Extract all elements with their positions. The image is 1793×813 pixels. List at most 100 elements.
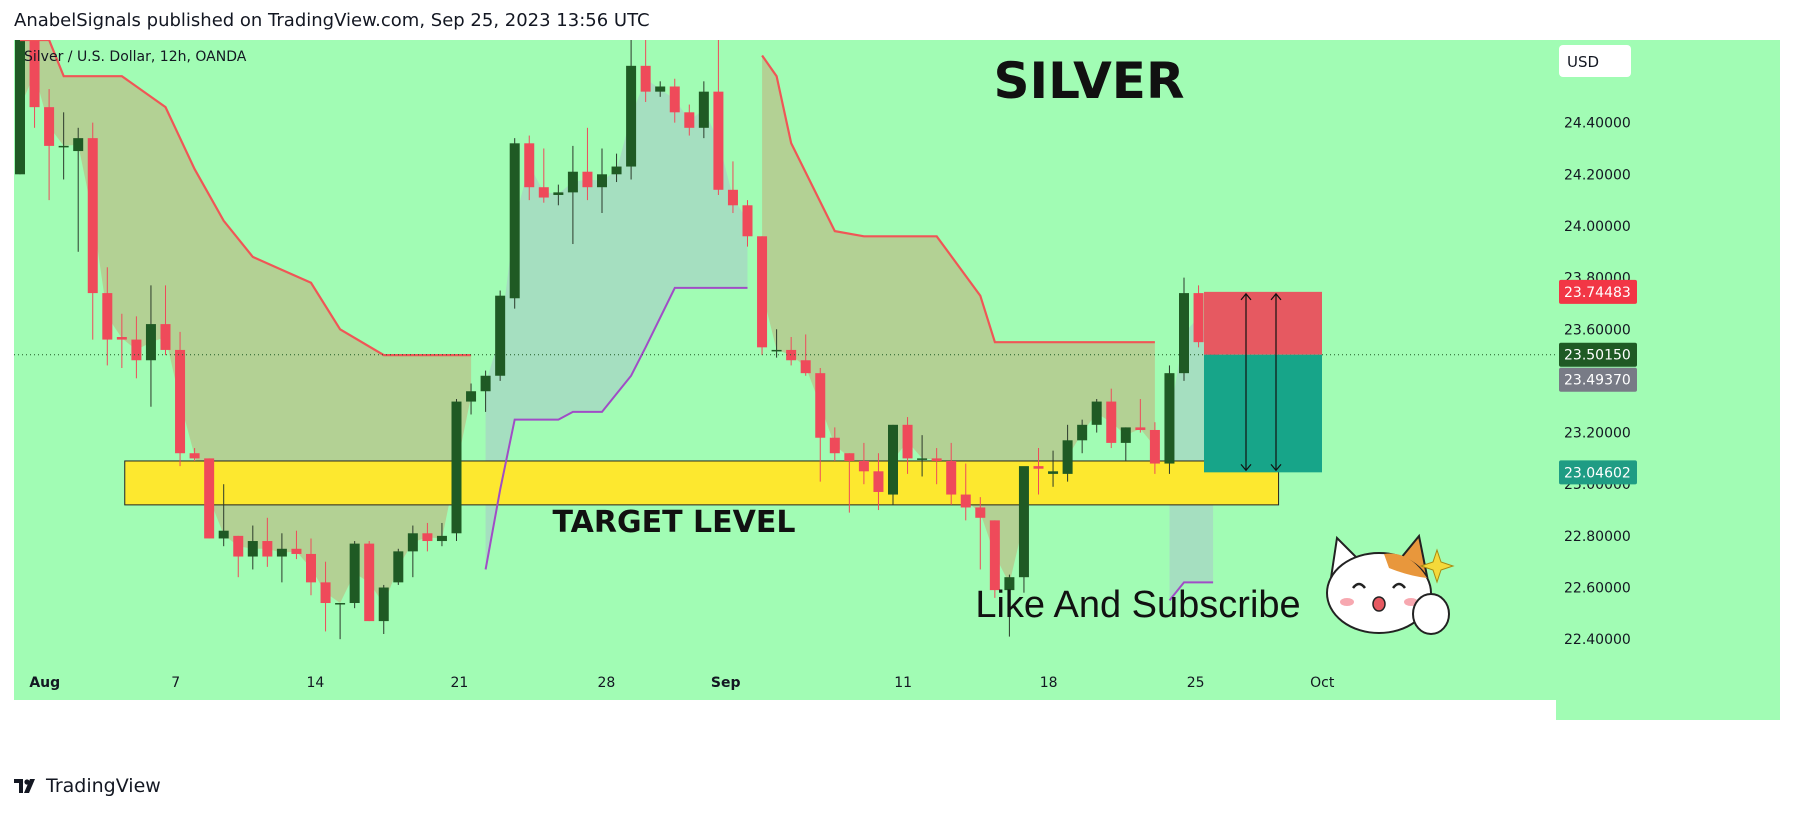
currency-button[interactable]: USD	[1559, 45, 1631, 77]
stop-zone	[1204, 291, 1322, 355]
candle-body	[902, 424, 913, 459]
price-tick-label: 23.20000	[1564, 426, 1631, 442]
last-price-tag: 23.50150	[1559, 342, 1637, 367]
candle	[989, 520, 1000, 598]
candle	[757, 236, 768, 356]
candle	[480, 370, 491, 412]
candle	[742, 200, 753, 247]
candle	[495, 290, 506, 381]
time-tick-label: Oct	[1310, 675, 1335, 691]
price-chart[interactable]: Silver / U.S. Dollar, 12h, OANDA SILVER TA…	[14, 40, 1780, 760]
candle	[1004, 574, 1015, 637]
range-arrow-down-head	[1240, 463, 1252, 472]
candle	[364, 541, 375, 622]
candle-body	[873, 471, 884, 492]
candle	[538, 148, 549, 203]
chart-area[interactable]: Silver / U.S. Dollar, 12h, OANDA SILVER TA…	[14, 40, 1780, 760]
candle	[669, 78, 680, 123]
candle	[451, 398, 462, 542]
candle-body	[1077, 424, 1088, 441]
candle	[567, 145, 578, 245]
candle	[378, 584, 389, 635]
candle	[87, 122, 98, 340]
candle	[1135, 398, 1146, 433]
candle	[771, 329, 782, 358]
candle	[1018, 466, 1029, 593]
candle-body	[858, 460, 869, 472]
candle-body	[538, 187, 549, 198]
candle	[960, 463, 971, 521]
candle-body	[1033, 466, 1044, 469]
candle	[684, 104, 695, 136]
candle-body	[989, 520, 1000, 591]
candle-body	[495, 295, 506, 376]
candle-body	[1048, 471, 1059, 474]
candle	[582, 127, 593, 201]
chart-title: SILVER	[994, 52, 1185, 110]
candle	[698, 81, 709, 139]
candle	[204, 458, 215, 539]
candle-body	[407, 533, 418, 552]
candle-body	[640, 65, 651, 92]
candle	[58, 112, 69, 180]
price-tick-label: 24.20000	[1564, 167, 1631, 183]
stop-price-tag-text: 23.74483	[1564, 285, 1631, 301]
cat-blush-left	[1340, 598, 1354, 606]
candle	[553, 184, 564, 206]
candle	[102, 267, 113, 366]
resistance-line	[20, 40, 472, 357]
tradingview-logo-icon	[14, 779, 35, 793]
candle-body	[1018, 466, 1029, 578]
candle-body	[335, 603, 346, 605]
candle	[116, 313, 127, 368]
candle-body	[291, 548, 302, 554]
candle-body	[204, 458, 215, 539]
candle	[15, 40, 25, 175]
candle	[1179, 277, 1189, 381]
target-level-label: TARGET LEVEL	[553, 505, 796, 540]
candle-body	[1091, 401, 1102, 425]
support-line-2	[1168, 581, 1214, 602]
candle	[1193, 285, 1204, 348]
time-tick-label: Aug	[29, 675, 60, 691]
candle-body	[131, 339, 142, 361]
candle	[335, 603, 346, 640]
cat-patch	[1384, 553, 1427, 578]
candle-body	[87, 138, 98, 294]
cat-paw	[1412, 593, 1450, 635]
range-arrow-up-head	[1270, 292, 1282, 301]
candle	[727, 161, 738, 214]
candles	[15, 40, 1233, 640]
candle	[436, 522, 447, 547]
support-fill	[485, 78, 748, 570]
candle-body	[189, 453, 200, 459]
candle	[44, 89, 55, 201]
stop-price-tag: 23.74483	[1559, 279, 1637, 304]
candle	[844, 453, 855, 513]
candle	[917, 435, 928, 477]
candle	[655, 81, 666, 97]
stop-price-tag-bg	[1559, 279, 1637, 304]
candle-body	[553, 192, 564, 195]
candle-body	[175, 349, 186, 454]
candle	[160, 285, 171, 356]
cat-eye-left	[1352, 582, 1366, 589]
candle	[640, 40, 651, 102]
candle	[509, 138, 520, 309]
candle-body	[1062, 440, 1073, 474]
candle	[800, 334, 811, 376]
candle-body	[116, 337, 127, 340]
candle	[247, 525, 258, 570]
candle	[233, 535, 244, 578]
support-fill-2	[1169, 317, 1214, 601]
prev-price-tag-text: 23.49370	[1564, 373, 1631, 389]
candle	[145, 285, 156, 407]
candle-body	[786, 349, 797, 361]
candle-body	[1149, 429, 1160, 464]
sparkle-icon	[1419, 548, 1455, 584]
range-arrow-up-head	[1240, 292, 1252, 301]
candle	[466, 383, 477, 415]
candle	[189, 448, 200, 461]
range-arrow-down-head	[1270, 463, 1282, 472]
candle	[931, 448, 942, 485]
